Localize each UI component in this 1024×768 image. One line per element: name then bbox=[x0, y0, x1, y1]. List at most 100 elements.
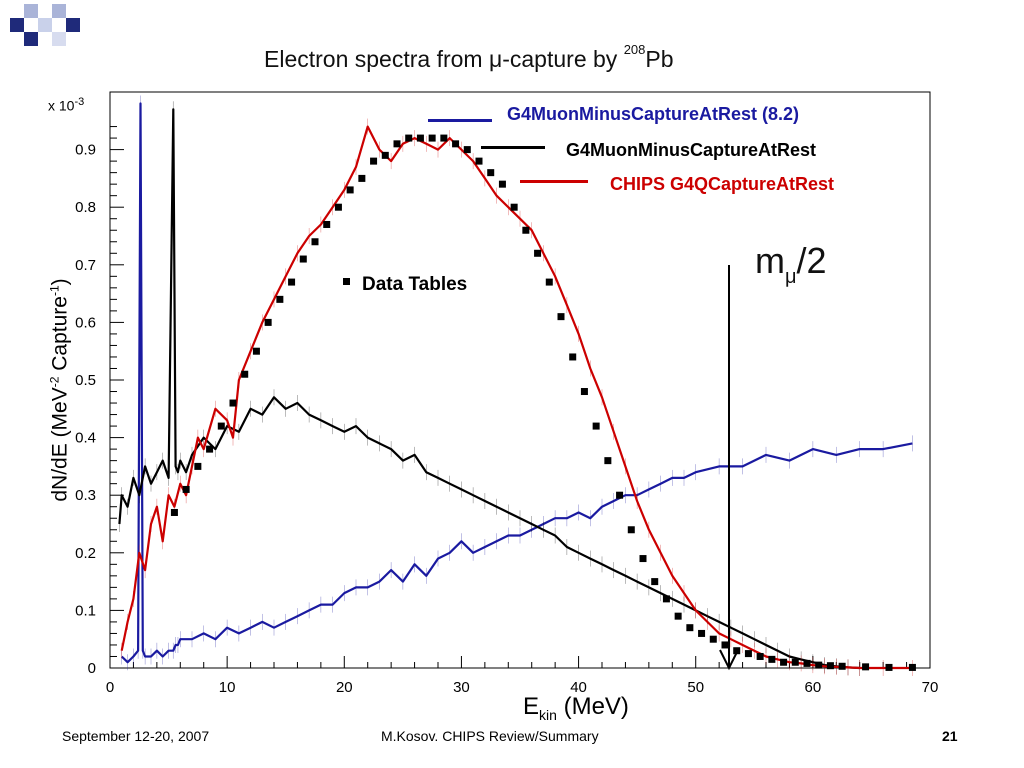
data-table-point-51 bbox=[768, 655, 776, 663]
scale-note-exp: -3 bbox=[74, 96, 85, 108]
data-table-point-14 bbox=[334, 203, 342, 211]
footer-center: M.Kosov. CHIPS Review/Summary bbox=[381, 728, 599, 744]
scale-note-text: x 10 bbox=[48, 97, 75, 114]
data-table-point-20 bbox=[405, 134, 413, 142]
legend-label-blue: G4MuonMinusCaptureAtRest (8.2) bbox=[507, 104, 800, 124]
data-table-point-18 bbox=[381, 151, 389, 159]
y-label-mid: Capture bbox=[48, 296, 72, 377]
data-table-point-9 bbox=[276, 295, 284, 303]
x-tick-label-30: 30 bbox=[453, 679, 470, 696]
data-table-point-41 bbox=[651, 578, 659, 586]
data-tables-text: Data Tables bbox=[362, 274, 468, 295]
data-table-point-11 bbox=[299, 255, 307, 263]
data-table-point-24 bbox=[452, 140, 460, 148]
x-label-end: (MeV) bbox=[556, 693, 629, 720]
y-label-sup2: -1 bbox=[47, 285, 62, 297]
data-table-point-45 bbox=[698, 629, 706, 637]
data-table-point-12 bbox=[311, 238, 319, 246]
data-table-point-50 bbox=[756, 652, 764, 660]
deco-square-light-3 bbox=[52, 4, 66, 18]
m-mu-half-annotation: mμ/2 bbox=[755, 240, 827, 288]
title-prefix: Electron spectra from bbox=[264, 46, 489, 72]
data-table-point-44 bbox=[686, 624, 694, 632]
annotation-m: m bbox=[755, 240, 785, 281]
y-tick-label-0.4: 0.4 bbox=[75, 430, 96, 447]
data-table-point-23 bbox=[440, 134, 448, 142]
data-table-point-19 bbox=[393, 140, 401, 148]
data-table-point-7 bbox=[252, 347, 260, 355]
deco-square-navy-2 bbox=[24, 32, 38, 46]
data-table-point-46 bbox=[709, 635, 717, 643]
data-table-point-16 bbox=[358, 174, 366, 182]
data-table-point-2 bbox=[194, 462, 202, 470]
x-tick-label-50: 50 bbox=[687, 679, 704, 696]
data-table-point-32 bbox=[545, 278, 553, 286]
legend-line-red bbox=[520, 180, 588, 183]
data-table-point-13 bbox=[323, 220, 331, 228]
deco-square-navy-1 bbox=[10, 18, 24, 32]
data-table-point-57 bbox=[838, 662, 846, 670]
series-line-0 bbox=[120, 102, 913, 664]
annotation-mu: μ bbox=[785, 266, 797, 288]
data-table-point-39 bbox=[627, 526, 635, 534]
legend-line-black bbox=[481, 146, 545, 149]
legend-label-red: CHIPS G4QCaptureAtRest bbox=[610, 174, 835, 194]
y-label-end: ) bbox=[48, 278, 72, 286]
data-table-point-1 bbox=[182, 485, 190, 493]
title-middle: -capture by bbox=[502, 46, 624, 72]
footer-page-number: 21 bbox=[942, 728, 958, 744]
data-table-point-5 bbox=[229, 399, 237, 407]
data-table-point-6 bbox=[241, 370, 249, 378]
data-table-point-34 bbox=[569, 353, 577, 361]
data-table-point-37 bbox=[604, 457, 612, 465]
x-tick-label-20: 20 bbox=[336, 679, 353, 696]
data-table-point-36 bbox=[592, 422, 600, 430]
title-mu: μ bbox=[488, 46, 503, 72]
x-tick-label-70: 70 bbox=[922, 679, 939, 696]
y-tick-label-0.1: 0.1 bbox=[75, 602, 96, 619]
mmu-arrow-head bbox=[719, 649, 739, 671]
y-tick-label-0.9: 0.9 bbox=[75, 142, 96, 159]
deco-square-light-1 bbox=[24, 4, 38, 18]
data-table-point-42 bbox=[662, 595, 670, 603]
data-table-point-35 bbox=[580, 388, 588, 396]
deco-square-navy-3 bbox=[66, 18, 80, 32]
data-table-point-17 bbox=[370, 157, 378, 165]
data-table-point-21 bbox=[416, 134, 424, 142]
y-tick-label-0.3: 0.3 bbox=[75, 487, 96, 504]
y-tick-label-0: 0 bbox=[88, 660, 96, 677]
data-table-point-52 bbox=[780, 658, 788, 666]
deco-square-light-4 bbox=[52, 32, 66, 46]
series-line-1 bbox=[118, 108, 860, 670]
title-superscript: 208 bbox=[623, 42, 646, 58]
data-table-point-33 bbox=[557, 313, 565, 321]
y-tick-label-0.7: 0.7 bbox=[75, 257, 96, 274]
data-table-point-58 bbox=[862, 663, 870, 671]
data-table-point-40 bbox=[639, 555, 647, 563]
footer-date: September 12-20, 2007 bbox=[62, 728, 210, 744]
data-table-point-15 bbox=[346, 186, 354, 194]
y-tick-label-0.6: 0.6 bbox=[75, 314, 96, 331]
data-table-point-0 bbox=[170, 508, 178, 516]
x-tick-label-0: 0 bbox=[106, 679, 114, 696]
corner-decoration bbox=[10, 4, 80, 46]
data-table-point-59 bbox=[885, 663, 893, 671]
legend-line-blue bbox=[428, 119, 492, 122]
data-table-point-27 bbox=[487, 169, 495, 177]
data-tables-label: Data Tables bbox=[343, 274, 467, 296]
bullet-square-icon bbox=[343, 278, 350, 286]
y-label-main: dN/dE (MeV bbox=[48, 387, 72, 502]
y-tick-label-0.8: 0.8 bbox=[75, 199, 96, 216]
x-tick-label-40: 40 bbox=[570, 679, 587, 696]
data-table-point-31 bbox=[534, 249, 542, 257]
data-table-point-60 bbox=[908, 663, 916, 671]
title-element: Pb bbox=[645, 46, 674, 72]
data-table-point-53 bbox=[791, 658, 799, 666]
data-table-point-3 bbox=[206, 445, 214, 453]
data-table-point-22 bbox=[428, 134, 436, 142]
data-table-point-56 bbox=[826, 662, 834, 670]
y-axis-label: dN/dE (MeV-2 Capture-1) bbox=[48, 278, 73, 501]
y-axis-multiplier: x 10-3 bbox=[48, 96, 84, 114]
data-table-point-30 bbox=[522, 226, 530, 234]
